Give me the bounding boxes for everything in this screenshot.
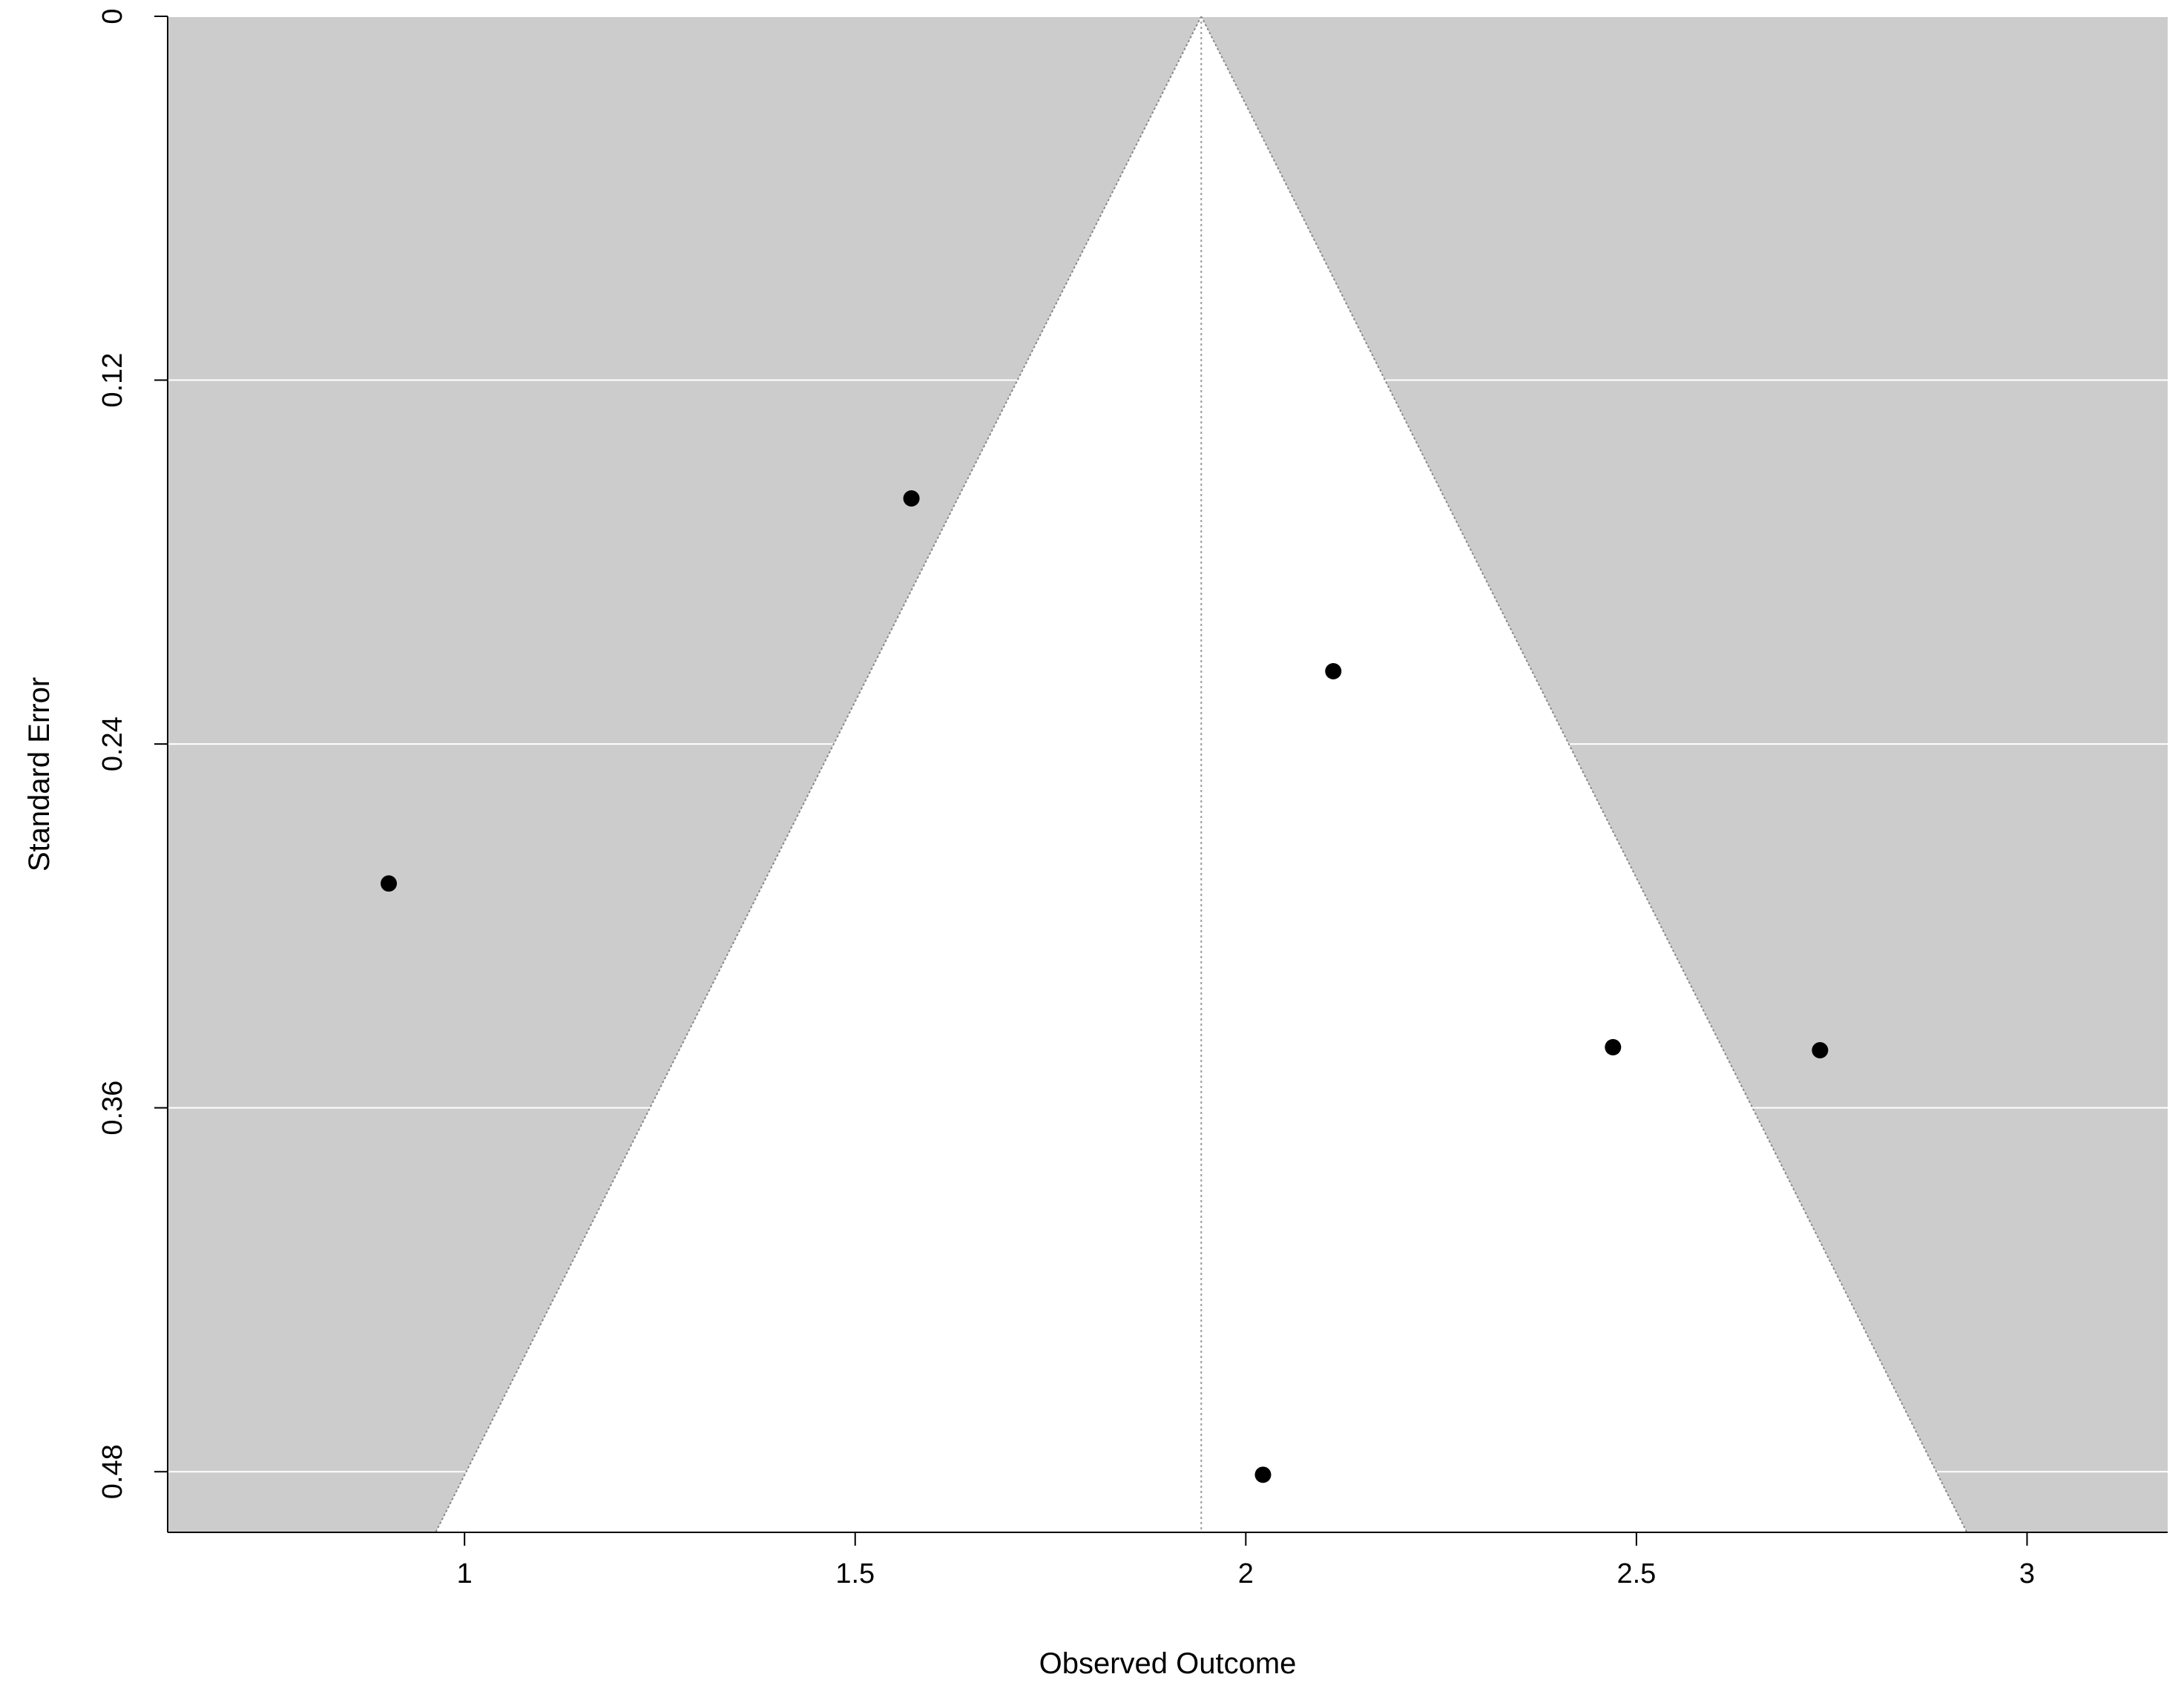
data-point-4 (1254, 1466, 1272, 1483)
data-point-5 (1605, 1038, 1622, 1055)
y-axis-title: Standard Error (23, 677, 56, 871)
y-tick-label-3: 0.36 (97, 1081, 128, 1136)
y-tick-label-2: 0.24 (97, 716, 128, 771)
y-tick-label-4: 0.48 (97, 1444, 128, 1499)
data-point-3 (1325, 663, 1342, 680)
x-tick-label-1: 1.5 (835, 1558, 875, 1589)
data-point-2 (903, 490, 920, 507)
funnel-region (435, 16, 1968, 1532)
x-tick-label-3: 2.5 (1616, 1558, 1656, 1589)
x-tick-label-2: 2 (1238, 1558, 1254, 1589)
x-tick-label-4: 3 (2019, 1558, 2035, 1589)
x-tick-label-0: 1 (457, 1558, 473, 1589)
data-point-6 (1812, 1042, 1829, 1059)
data-points (381, 490, 1829, 1483)
y-tick-label-0: 0 (97, 8, 128, 24)
x-axis-title: Observed Outcome (1039, 1647, 1297, 1680)
y-tick-label-1: 0.12 (97, 353, 128, 408)
funnel-edge-right (1200, 16, 1968, 1532)
axes: 1 1.5 2 2.5 3 0 0.12 0.24 0.36 0.48 (97, 8, 2168, 1589)
data-point-1 (381, 875, 398, 892)
funnel-edge-left (435, 16, 1203, 1532)
